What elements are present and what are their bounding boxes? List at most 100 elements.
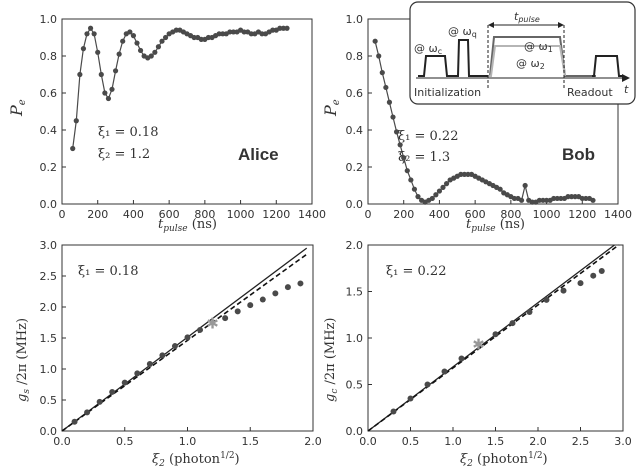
data-point — [415, 194, 421, 200]
data-points-bob — [372, 38, 596, 205]
data-point — [197, 326, 204, 333]
x-tick-label: 200 — [87, 208, 108, 221]
tone-label-wq: @ ωq — [448, 25, 477, 39]
data-point — [404, 168, 410, 174]
data-point — [401, 155, 407, 161]
tone-sub: c — [438, 47, 442, 56]
xlabel-sup: 1/2 — [528, 451, 542, 461]
pulse-w2 — [488, 45, 566, 77]
data-point — [137, 47, 144, 54]
star-marker: ✱ — [472, 336, 485, 354]
data-point — [241, 29, 247, 35]
y-tick-label: 1.0 — [40, 13, 58, 26]
x-tick-label: 0.0 — [53, 435, 71, 448]
data-point — [433, 192, 439, 198]
ylabel-main: g — [323, 394, 338, 402]
xlabel-sub: pulse — [163, 224, 187, 234]
ylabel-main: g — [15, 394, 30, 402]
ylabel-unit: /2π (MHz) — [15, 318, 30, 389]
x-tick-label: 200 — [393, 208, 414, 221]
data-point — [80, 46, 87, 52]
data-point — [390, 114, 396, 120]
annotation-xi1-gs: ξ₁ = 0.18 — [78, 264, 138, 279]
data-point — [436, 188, 443, 194]
data-point — [565, 194, 571, 200]
data-point — [558, 195, 564, 202]
data-point — [198, 36, 204, 42]
panel-gc: 0.0 0.5 1.0 1.5 2.0 2.5 3.0 0.0 0.5 1.0 1.5 2.0 ✱ ξ… — [323, 239, 632, 469]
tone-main: @ ω — [516, 57, 540, 70]
y-axis-label-alice: Pe — [7, 99, 28, 117]
plot-frame-gs — [61, 244, 314, 432]
xlabel-main: t — [158, 217, 164, 232]
x-ticks-alice: 0 200 400 600 800 1000 1200 1400 0.0 0.2 0.4 0.6 0.8… — [40, 13, 327, 221]
data-point — [441, 368, 448, 375]
pulse-wq — [453, 39, 488, 77]
data-point — [109, 388, 116, 395]
y-tick-label: 0.5 — [346, 379, 364, 392]
x-tick-label: 800 — [194, 208, 215, 221]
y-tick-label: 2.0 — [40, 301, 58, 314]
x-ticks-gc: 0.0 0.5 1.0 1.5 2.0 2.5 3.0 0.0 0.5 1.0 1.5 2.0 — [346, 239, 632, 448]
y-axis-label-gs: gs /2π (MHz) — [15, 318, 32, 402]
x-tick-label: 2.0 — [304, 435, 322, 448]
data-point — [407, 395, 414, 402]
data-point — [540, 197, 546, 203]
tone-label-wc: @ ωc — [414, 42, 442, 56]
data-point — [270, 27, 276, 33]
y-tick-label: 3.0 — [40, 239, 58, 252]
data-point — [134, 40, 140, 46]
data-point — [536, 197, 543, 203]
x-tick-label: 0 — [365, 208, 372, 221]
y-tick-label: 0.0 — [40, 425, 58, 438]
y-axis-label-bob: Pe — [321, 99, 342, 117]
data-points-alice — [70, 25, 290, 152]
qubit-name-bob: Bob — [562, 145, 595, 164]
data-point — [408, 177, 414, 183]
data-point — [543, 296, 550, 303]
data-point — [383, 84, 389, 91]
xlabel-unit: (ns) — [188, 217, 217, 232]
x-tick-label: 0.5 — [116, 435, 134, 448]
annotation-xi1-gc: ξ₁ = 0.22 — [386, 264, 446, 279]
data-point — [543, 197, 550, 203]
tone-sub: 2 — [540, 62, 545, 71]
data-point — [379, 70, 385, 76]
fit-line-solid — [61, 247, 308, 432]
data-point — [159, 38, 165, 44]
xlabel-sup: 1/2 — [220, 451, 234, 461]
data-point — [191, 34, 197, 41]
qubit-name-alice: Alice — [238, 145, 279, 164]
data-point — [96, 398, 103, 405]
data-point — [230, 29, 237, 35]
data-point — [84, 31, 90, 37]
data-point — [87, 25, 94, 31]
data-point — [554, 195, 560, 202]
x-tick-label: 2.0 — [529, 435, 547, 448]
x-tick-label: 0.0 — [359, 435, 377, 448]
data-point — [159, 352, 166, 359]
x-tick-label: 2.5 — [572, 435, 590, 448]
data-point — [248, 31, 254, 37]
annotation-xi2-bob: ξ₂ = 1.3 — [398, 150, 450, 165]
x-tick-label: 1.5 — [487, 435, 505, 448]
ylabel-sub: e — [331, 99, 342, 105]
y-tick-label: 1.5 — [40, 332, 58, 345]
data-point — [590, 272, 597, 279]
y-tick-label: 1.0 — [346, 13, 364, 26]
data-point — [560, 287, 567, 294]
tone-label-w2: @ ω2 — [516, 57, 545, 71]
y-tick-label: 0.5 — [40, 394, 58, 407]
fit-line-dashed — [61, 253, 308, 432]
data-point — [277, 25, 283, 31]
pulse-arrow-right — [558, 22, 564, 28]
xlabel-main: ξ — [460, 452, 468, 467]
panel-alice: 0 200 400 600 800 1000 1200 1400 0.0 0.2 0.4 0.6 0.8… — [7, 13, 326, 234]
data-point — [386, 99, 393, 105]
data-point — [120, 38, 126, 44]
data-point — [73, 118, 79, 124]
y-tick-label: 1.0 — [346, 332, 364, 345]
xlabel-unit: (photon — [473, 452, 529, 467]
data-point — [518, 197, 525, 203]
data-point — [121, 379, 128, 386]
